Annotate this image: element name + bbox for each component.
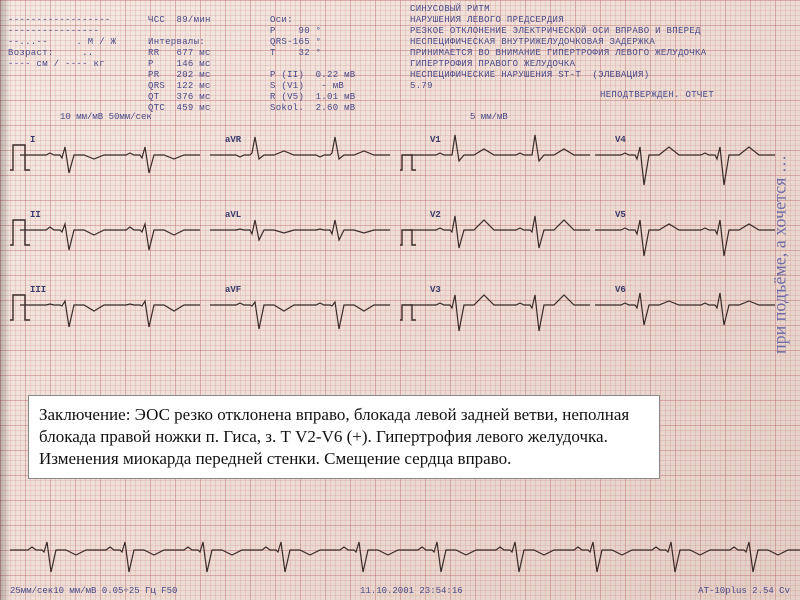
label-V1: V1 (430, 135, 441, 145)
label-aVR: aVR (225, 135, 241, 145)
footer-mid: 11.10.2001 23:54:16 (360, 586, 463, 596)
label-V2: V2 (430, 210, 441, 220)
interval-block: ЧСС 89/мин Интервалы: RR 677 мс P 146 мс… (148, 4, 211, 114)
lead-aVR (210, 115, 390, 195)
label-V6: V6 (615, 285, 626, 295)
lead-aVF (210, 265, 390, 345)
patient-block: ------------------ ---------------- --..… (8, 4, 116, 70)
lead-V1 (410, 115, 590, 195)
label-I: I (30, 135, 35, 145)
rhythm-strip (10, 510, 790, 580)
lead-V3 (410, 265, 590, 345)
lead-V6 (595, 265, 775, 345)
page-shadow (0, 0, 10, 600)
conclusion-box: Заключение: ЭОС резко отклонена вправо, … (28, 395, 660, 479)
lead-III (20, 265, 200, 345)
label-III: III (30, 285, 46, 295)
lead-I (20, 115, 200, 195)
label-V4: V4 (615, 135, 626, 145)
ecg-printout: ------------------ ---------------- --..… (0, 0, 800, 600)
auto-interpretation: СИНУСОВЫЙ РИТМ НАРУШЕНИЯ ЛЕВОГО ПРЕДСЕРД… (410, 4, 706, 92)
lead-aVL (210, 190, 390, 270)
lead-V5 (595, 190, 775, 270)
handwritten-note: при подъёме, а хочется … (766, 70, 794, 440)
label-II: II (30, 210, 41, 220)
lead-II (20, 190, 200, 270)
footer-left: 25мм/сек10 мм/мВ 0.05÷25 Гц F50 (10, 586, 177, 596)
lead-V4 (595, 115, 775, 195)
footer-right: AT-10plus 2.54 Cv (698, 586, 790, 596)
label-aVF: aVF (225, 285, 241, 295)
label-V5: V5 (615, 210, 626, 220)
lead-V2 (410, 190, 590, 270)
axes-block: Оси: P 90 ° QRS-165 ° T 32 ° P (II) 0.22… (270, 4, 356, 114)
confirm-status: НЕПОДТВЕРЖДЕН. ОТЧЕТ (600, 90, 714, 101)
label-aVL: aVL (225, 210, 241, 220)
label-V3: V3 (430, 285, 441, 295)
